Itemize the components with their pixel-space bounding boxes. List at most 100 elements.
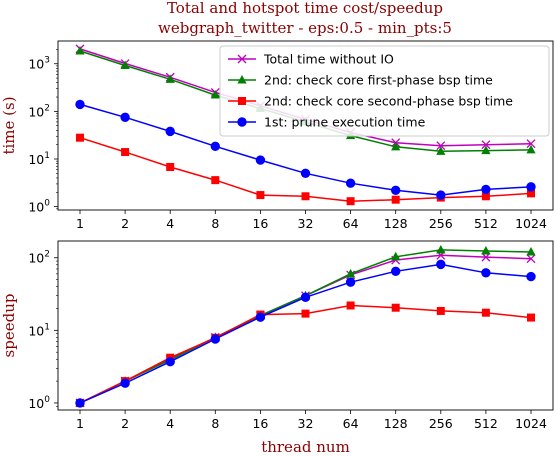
speedup-xtick-label: 256 [429, 416, 453, 431]
speedup-xtick-label: 8 [211, 416, 219, 431]
time-panel: 100 101 102 103 1 2 4 8 16 32 64 128 256 512 1024 time … [0, 40, 554, 231]
data-point-square [346, 197, 355, 206]
data-point-square [391, 195, 400, 204]
data-point-triangle [346, 268, 356, 278]
time-ytick-label: 101 [28, 151, 50, 167]
time-ytick-label: 100 [28, 199, 50, 215]
data-point-square [211, 176, 220, 185]
data-point-circle [75, 99, 85, 110]
data-point-square [76, 133, 84, 142]
time-xtick-label: 1 [76, 216, 84, 231]
speedup-series-3 [75, 259, 536, 408]
legend-entry: Total time without IO [228, 52, 394, 67]
speedup-xtick-label: 16 [252, 416, 268, 431]
data-point-circle [210, 334, 221, 344]
time-xtick-label: 32 [298, 216, 314, 231]
legend-entry: 2nd: check core first-phase bsp time [228, 73, 493, 88]
legend-label: Total time without IO [263, 52, 394, 67]
time-ylabel: time (s) [0, 96, 18, 154]
data-point-square [346, 301, 355, 310]
speedup-ytick-label: 101 [28, 322, 50, 338]
speedup-xtick-label: 1 [76, 416, 84, 431]
speedup-xtick-label: 1024 [515, 416, 547, 431]
data-point-triangle [391, 251, 401, 261]
speedup-xtick-label: 128 [384, 416, 408, 431]
data-point-circle [391, 266, 401, 277]
data-point-triangle [436, 244, 446, 254]
data-point-circle [345, 178, 356, 188]
speedup-xlabel: thread num [261, 438, 350, 456]
data-point-circle [75, 398, 85, 408]
speedup-xtick-label: 32 [298, 416, 314, 431]
speedup-series-line [79, 263, 532, 404]
time-xtick-label: 512 [474, 216, 498, 231]
data-point-triangle [391, 141, 401, 151]
data-point-triangle [481, 245, 491, 255]
data-point-square [301, 192, 310, 201]
legend-label: 2nd: check core second-phase bsp time [264, 94, 513, 109]
data-point-square [301, 309, 310, 318]
data-point-circle [481, 268, 491, 278]
data-point-triangle [526, 246, 536, 256]
legend-label: 2nd: check core first-phase bsp time [264, 73, 493, 88]
legend-label: 1st: prune execution time [264, 115, 426, 130]
data-point-triangle [120, 60, 130, 69]
speedup-ytick-label: 102 [28, 250, 50, 266]
data-point-circle [481, 184, 491, 195]
speedup-axes-frame [57, 240, 554, 411]
data-point-square [481, 308, 490, 317]
data-point-square [527, 189, 535, 198]
data-point-triangle [526, 144, 536, 154]
data-point-triangle [237, 75, 247, 84]
speedup-series-line [79, 254, 532, 404]
data-point-square [166, 162, 175, 171]
data-point-circle [436, 259, 446, 270]
legend-box [219, 45, 550, 137]
data-point-circle [237, 117, 247, 127]
data-point-square [481, 192, 490, 201]
time-ytick-label: 102 [28, 103, 50, 119]
time-xtick-label: 64 [343, 216, 359, 231]
data-point-circle [165, 357, 175, 367]
data-point-circle [526, 271, 536, 282]
data-point-x [526, 254, 536, 264]
speedup-panel: 100 101 102 1 2 4 8 16 32 64 128 256 512 1024 speedup t… [0, 240, 554, 456]
data-point-triangle [481, 145, 491, 155]
data-point-circle [255, 155, 266, 165]
speedup-series-line [79, 249, 532, 404]
data-point-square [121, 148, 130, 157]
data-point-triangle [165, 74, 175, 83]
time-xtick-label: 2 [121, 216, 129, 231]
time-ytick-label: 103 [28, 56, 50, 72]
legend-entry: 2nd: check core second-phase bsp time [228, 94, 513, 109]
data-point-circle [255, 312, 266, 322]
data-point-x [436, 141, 446, 151]
time-xtick-label: 128 [384, 216, 408, 231]
speedup-series-line [79, 304, 532, 404]
data-point-triangle [210, 90, 220, 99]
time-xtick-label: 8 [211, 216, 219, 231]
data-point-circle [345, 277, 356, 287]
legend-entry: 1st: prune execution time [228, 115, 426, 130]
data-point-circle [391, 185, 401, 196]
speedup-series-2 [76, 301, 535, 407]
chart-title: Total and hotspot time cost/speedup [167, 0, 443, 17]
data-point-square [436, 306, 445, 315]
data-point-circle [210, 141, 221, 151]
data-point-square [527, 313, 535, 322]
data-point-circle [165, 126, 175, 137]
data-point-triangle [75, 46, 85, 55]
time-xtick-label: 1024 [515, 216, 547, 231]
speedup-ylabel: speedup [0, 294, 18, 358]
time-series-3 [75, 99, 536, 200]
data-point-square [391, 303, 400, 312]
time-xtick-label: 16 [252, 216, 268, 231]
time-xtick-label: 256 [429, 216, 453, 231]
data-point-circle [436, 190, 446, 200]
data-point-triangle [436, 146, 446, 155]
data-point-x [526, 139, 536, 149]
data-point-x [237, 54, 247, 64]
time-xtick-label: 4 [166, 216, 174, 231]
data-point-circle [526, 182, 536, 192]
